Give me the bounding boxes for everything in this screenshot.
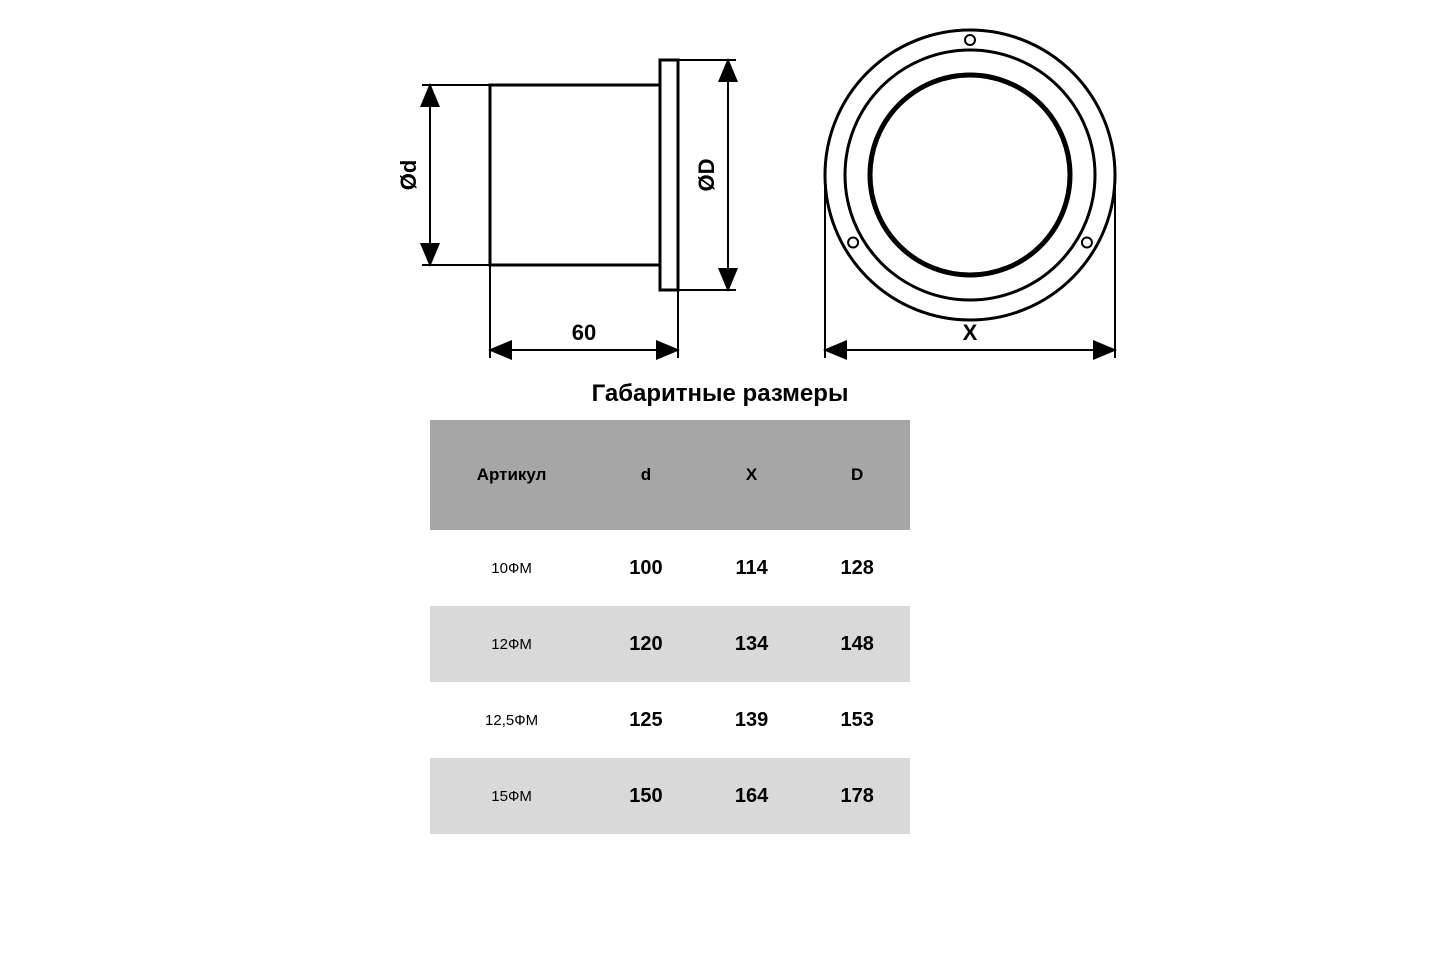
- table-row: 12,5ФМ125139153: [430, 682, 910, 758]
- table-row: 10ФМ100114128: [430, 530, 910, 606]
- svg-text:ØD: ØD: [694, 159, 719, 192]
- cell-value: 148: [804, 606, 910, 682]
- svg-text:60: 60: [572, 320, 596, 345]
- technical-drawing: Ød ØD 60 X: [270, 20, 1170, 380]
- cell-value: 153: [804, 682, 910, 758]
- col-header-d: d: [593, 420, 699, 530]
- table-row: 15ФМ150164178: [430, 758, 910, 834]
- table-title: Габаритные размеры: [0, 380, 1440, 408]
- cell-value: 164: [699, 758, 805, 834]
- cell-sku: 10ФМ: [430, 530, 593, 606]
- cell-value: 125: [593, 682, 699, 758]
- dimensions-table: АртикулdXD 10ФМ10011412812ФМ12013414812,…: [430, 420, 910, 834]
- cell-sku: 12,5ФМ: [430, 682, 593, 758]
- svg-text:Ød: Ød: [396, 160, 421, 191]
- cell-sku: 15ФМ: [430, 758, 593, 834]
- cell-sku: 12ФМ: [430, 606, 593, 682]
- cell-value: 134: [699, 606, 805, 682]
- cell-value: 100: [593, 530, 699, 606]
- cell-value: 120: [593, 606, 699, 682]
- svg-text:X: X: [963, 320, 978, 345]
- cell-value: 178: [804, 758, 910, 834]
- col-header-sku: Артикул: [430, 420, 593, 530]
- cell-value: 114: [699, 530, 805, 606]
- cell-value: 128: [804, 530, 910, 606]
- col-header-X: X: [699, 420, 805, 530]
- cell-value: 139: [699, 682, 805, 758]
- table-row: 12ФМ120134148: [430, 606, 910, 682]
- col-header-D: D: [804, 420, 910, 530]
- cell-value: 150: [593, 758, 699, 834]
